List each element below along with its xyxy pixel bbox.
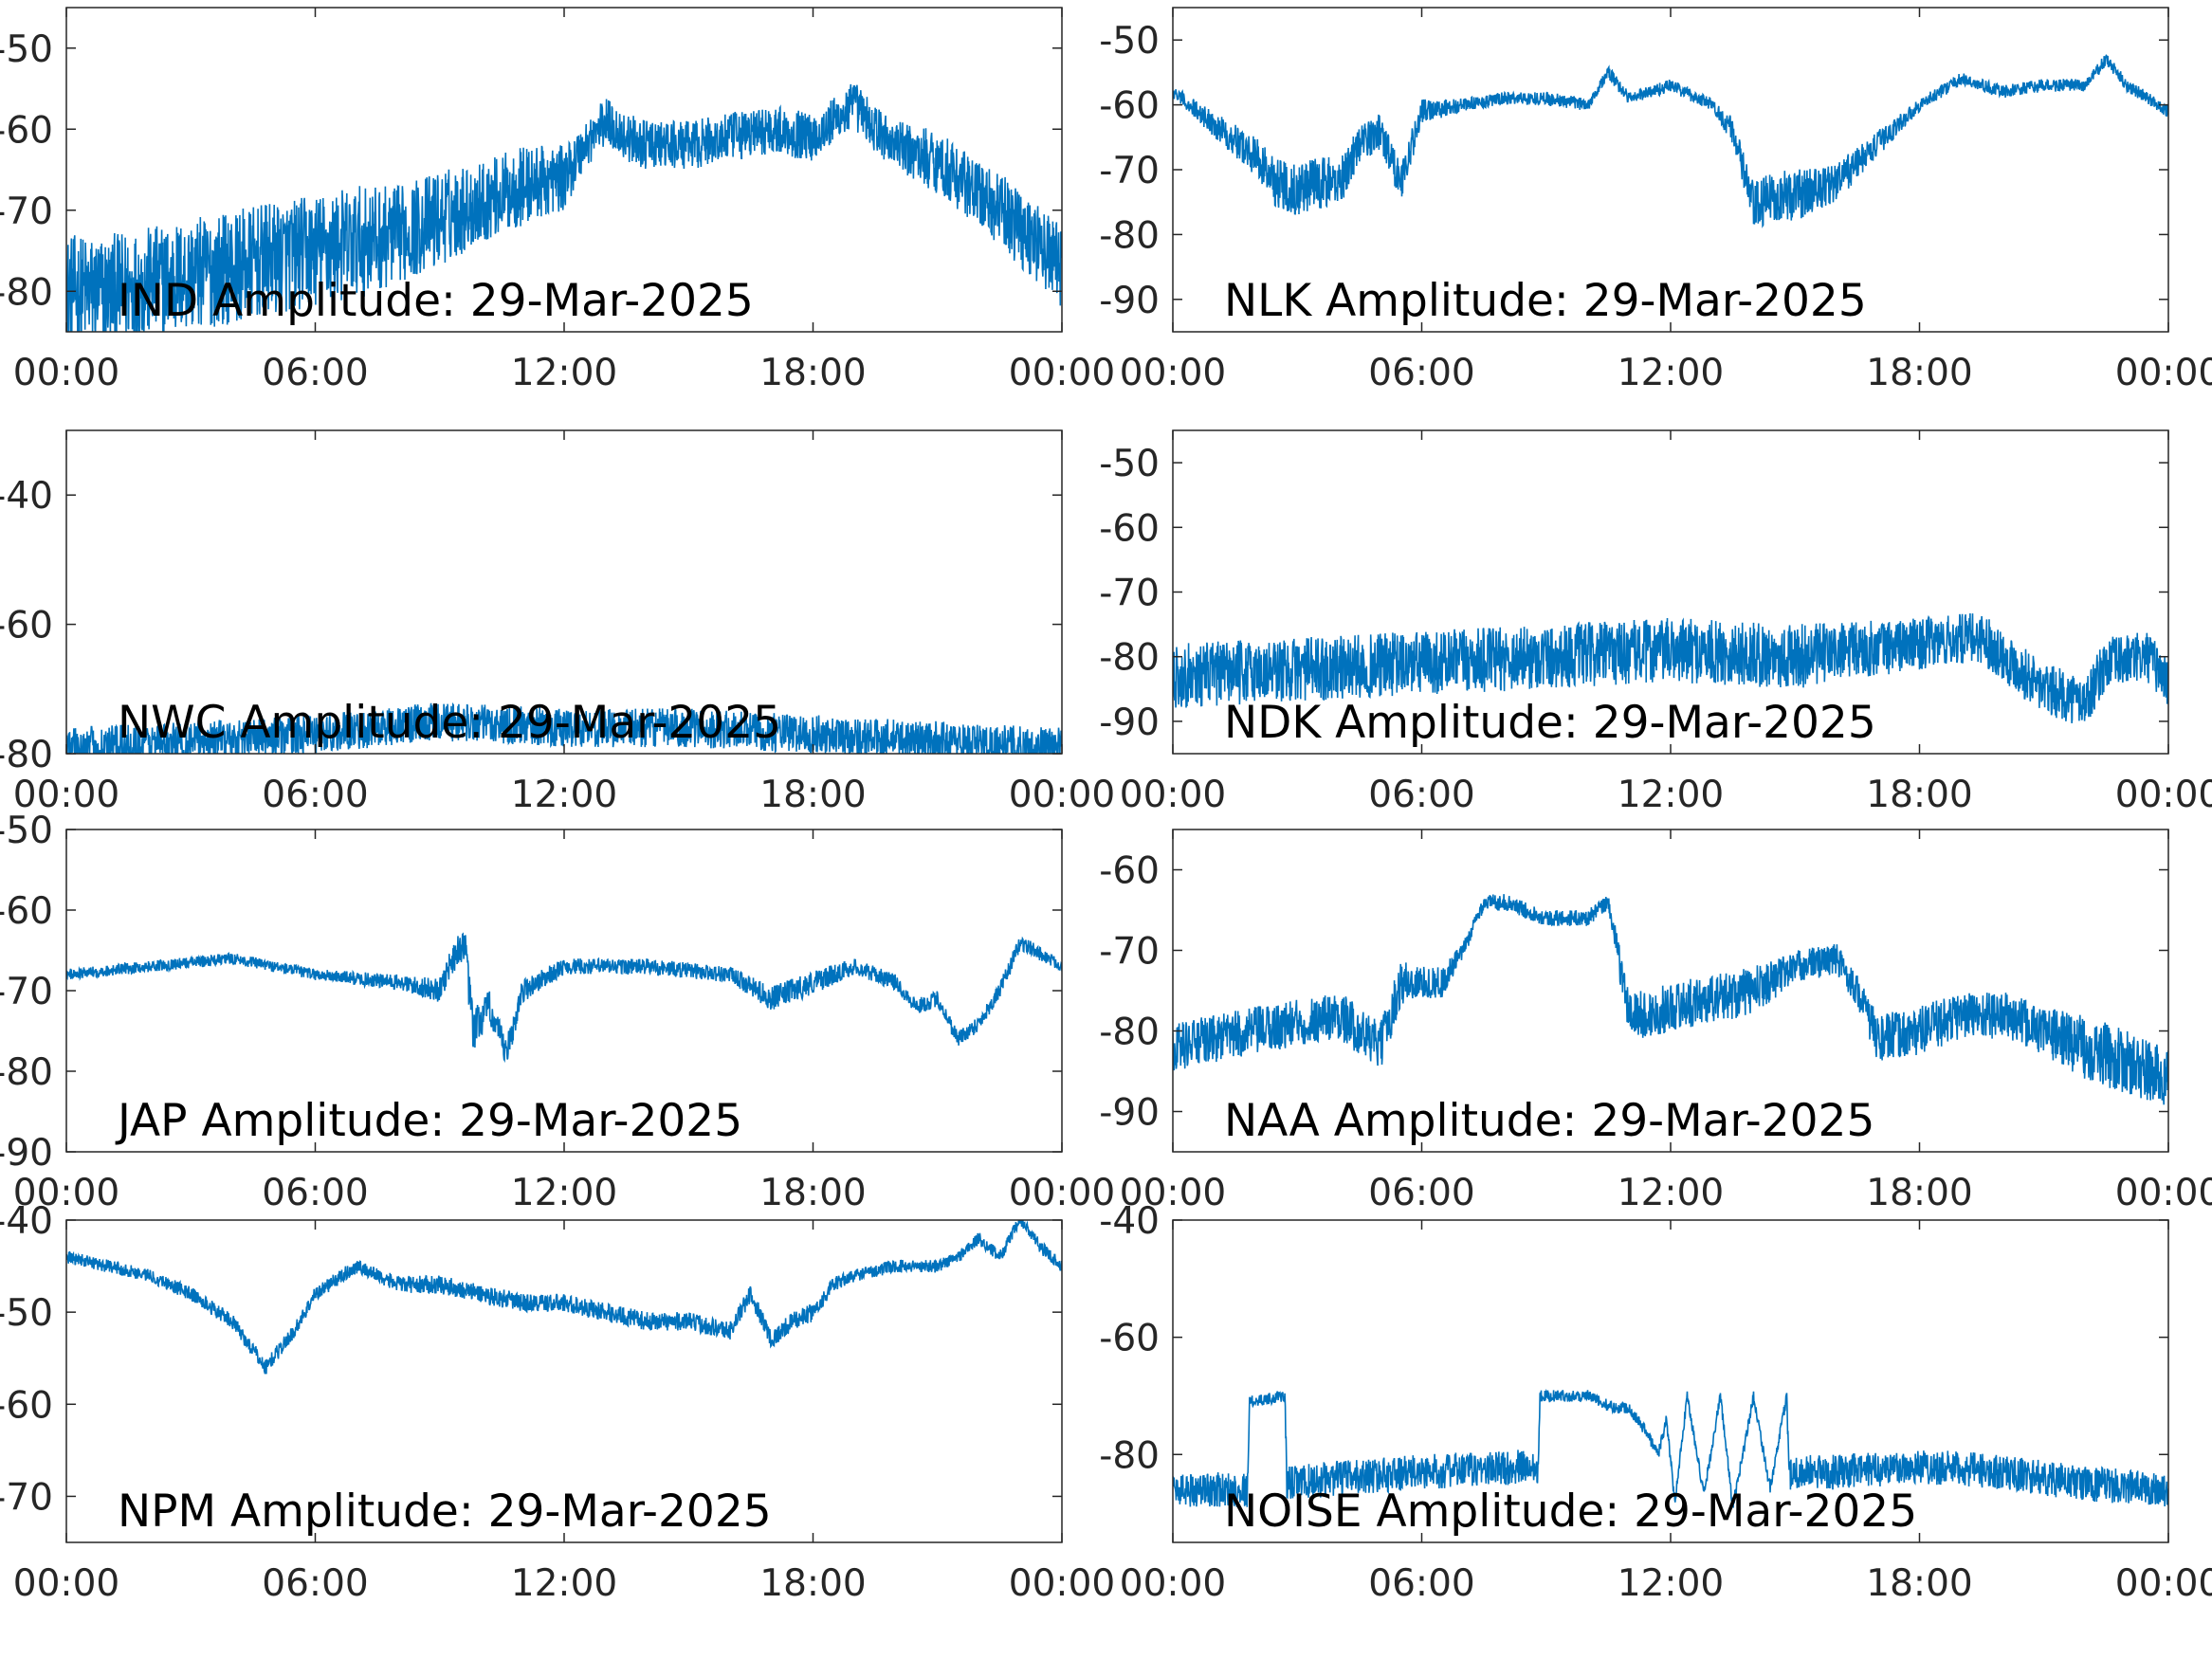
y-tick-label: -60 — [1099, 85, 1160, 128]
x-tick-label: 00:00 — [1009, 352, 1115, 394]
x-tick-label: 06:00 — [262, 1172, 368, 1214]
x-tick-label: 06:00 — [1368, 352, 1474, 394]
x-tick-label: 12:00 — [1618, 774, 1724, 816]
x-tick-label: 00:00 — [1009, 774, 1115, 816]
x-tick-label: 18:00 — [1866, 1562, 1972, 1605]
panel-title: JAP Amplitude: 29-Mar-2025 — [115, 1095, 742, 1147]
x-tick-label: 00:00 — [13, 1172, 119, 1214]
panel-6: 00:00 06:00 12:00 18:00 00:00 -40 -50 -60 -70 NPM… — [0, 1200, 1115, 1605]
series-line-7-0 — [1173, 1388, 2168, 1508]
panel-title: IND Amplitude: 29-Mar-2025 — [118, 275, 754, 327]
x-tick-label: 00:00 — [1120, 774, 1226, 816]
x-tick-label: 00:00 — [13, 1562, 119, 1605]
series-line-5-0 — [1173, 894, 2168, 1105]
y-tick-label: -80 — [1099, 1012, 1160, 1054]
series-line-2-0 — [66, 702, 1062, 754]
y-tick-label: -90 — [0, 1132, 53, 1175]
y-tick-label: -70 — [0, 1476, 53, 1519]
series-line-1-0 — [1173, 54, 2168, 228]
y-tick-label: -80 — [1099, 214, 1160, 257]
panel-title: NOISE Amplitude: 29-Mar-2025 — [1224, 1486, 1917, 1538]
x-tick-label: 06:00 — [1368, 1562, 1474, 1605]
y-tick-label: -90 — [1099, 702, 1160, 744]
y-tick-label: -80 — [1099, 637, 1160, 680]
panel-5: 00:00 06:00 12:00 18:00 00:00 -60 -70 -80 -90 NAA… — [1099, 829, 2212, 1214]
panel-title: NDK Amplitude: 29-Mar-2025 — [1224, 697, 1876, 749]
y-tick-label: -70 — [1099, 573, 1160, 615]
y-tick-label: -60 — [1099, 1318, 1160, 1360]
x-tick-label: 00:00 — [1120, 1172, 1226, 1214]
x-tick-label: 06:00 — [1368, 1172, 1474, 1214]
x-tick-label: 06:00 — [1368, 774, 1474, 816]
x-tick-label: 18:00 — [759, 352, 866, 394]
panel-1: 00:00 06:00 12:00 18:00 00:00 -50 -60 -70 -80 -90… — [1099, 7, 2212, 394]
x-tick-label: 12:00 — [511, 774, 617, 816]
y-tick-label: -50 — [0, 28, 53, 71]
y-tick-label: -50 — [1099, 443, 1160, 485]
y-tick-label: -60 — [0, 1384, 53, 1427]
y-tick-label: -80 — [0, 734, 53, 776]
panel-0: 00:00 06:00 12:00 18:00 00:00 -50 -60 -70 -80 IND… — [0, 7, 1115, 394]
panel-title: NPM Amplitude: 29-Mar-2025 — [118, 1486, 772, 1538]
x-tick-label: 12:00 — [511, 1172, 617, 1214]
x-tick-label: 06:00 — [262, 774, 368, 816]
panel-4: 00:00 06:00 12:00 18:00 00:00 -50 -60 -70 -80 -90… — [0, 810, 1115, 1214]
x-tick-label: 12:00 — [511, 352, 617, 394]
x-tick-label: 18:00 — [759, 1562, 866, 1605]
y-tick-label: -60 — [1099, 850, 1160, 893]
x-tick-label: 00:00 — [1120, 352, 1226, 394]
x-tick-label: 00:00 — [2115, 352, 2212, 394]
y-tick-label: -90 — [1099, 1092, 1160, 1135]
x-tick-label: 18:00 — [759, 1172, 866, 1214]
x-tick-label: 00:00 — [1009, 1562, 1115, 1605]
x-tick-label: 00:00 — [13, 352, 119, 394]
y-tick-label: -60 — [0, 890, 53, 933]
y-tick-label: -80 — [1099, 1434, 1160, 1477]
panel-3: 00:00 06:00 12:00 18:00 00:00 -50 -60 -70 -80 -90… — [1099, 429, 2212, 816]
x-tick-label: 18:00 — [1866, 774, 1972, 816]
x-tick-label: 06:00 — [262, 1562, 368, 1605]
series-line-3-0 — [1173, 612, 2168, 723]
y-tick-label: -70 — [0, 191, 53, 233]
x-tick-label: 18:00 — [1866, 352, 1972, 394]
y-tick-label: -80 — [0, 271, 53, 314]
x-tick-label: 12:00 — [511, 1562, 617, 1605]
y-tick-label: -70 — [1099, 931, 1160, 974]
panel-title: NLK Amplitude: 29-Mar-2025 — [1224, 275, 1867, 327]
panel-title: NWC Amplitude: 29-Mar-2025 — [118, 697, 781, 749]
x-tick-label: 18:00 — [1866, 1172, 1972, 1214]
x-tick-label: 00:00 — [2115, 1172, 2212, 1214]
x-tick-label: 06:00 — [262, 352, 368, 394]
x-tick-label: 00:00 — [1120, 1562, 1226, 1605]
series-line-0-0 — [66, 83, 1062, 332]
panel-title: NAA Amplitude: 29-Mar-2025 — [1224, 1095, 1874, 1147]
x-tick-label: 12:00 — [1618, 352, 1724, 394]
y-tick-label: -70 — [0, 971, 53, 1013]
y-tick-label: -50 — [0, 810, 53, 852]
y-tick-label: -50 — [1099, 20, 1160, 63]
y-tick-label: -60 — [1099, 507, 1160, 550]
x-tick-label: 12:00 — [1618, 1562, 1724, 1605]
y-tick-label: -60 — [0, 109, 53, 152]
y-tick-label: -40 — [0, 1200, 53, 1243]
series-line-4-0 — [66, 932, 1062, 1064]
y-tick-label: -50 — [0, 1292, 53, 1335]
x-tick-label: 00:00 — [13, 774, 119, 816]
panel-2: 00:00 06:00 12:00 18:00 00:00 -40 -60 -80 NWC Am… — [0, 429, 1115, 816]
series-line-6-0 — [66, 1220, 1062, 1375]
x-tick-label: 00:00 — [2115, 1562, 2212, 1605]
x-tick-label: 00:00 — [2115, 774, 2212, 816]
x-tick-label: 00:00 — [1009, 1172, 1115, 1214]
y-tick-label: -40 — [0, 475, 53, 518]
y-tick-label: -80 — [0, 1051, 53, 1094]
y-tick-label: -60 — [0, 605, 53, 647]
x-tick-label: 12:00 — [1618, 1172, 1724, 1214]
y-tick-label: -90 — [1099, 280, 1160, 322]
panel-7: 00:00 06:00 12:00 18:00 00:00 -40 -60 -80 NOISE … — [1099, 1200, 2212, 1605]
x-tick-label: 18:00 — [759, 774, 866, 816]
y-tick-label: -70 — [1099, 150, 1160, 192]
y-tick-label: -40 — [1099, 1200, 1160, 1243]
